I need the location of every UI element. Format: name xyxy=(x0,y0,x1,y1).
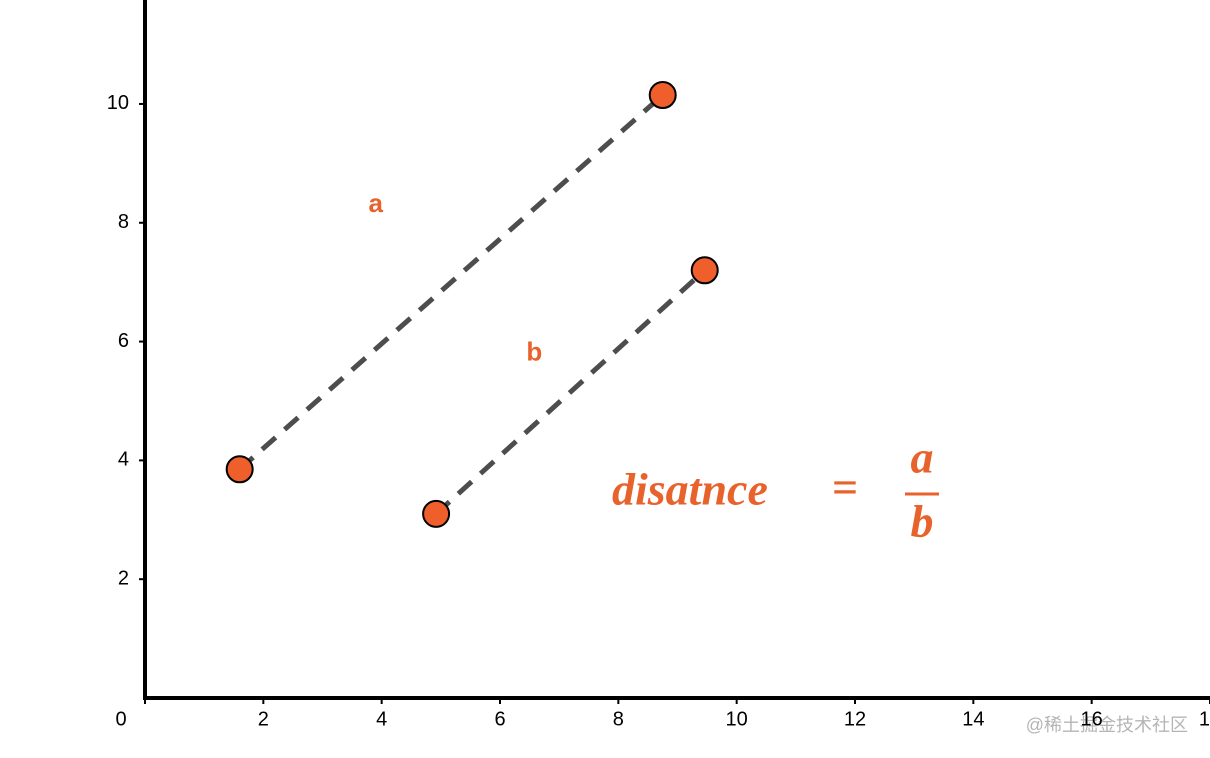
y-tick-label: 6 xyxy=(118,330,129,352)
y-tick-label: 10 xyxy=(107,92,129,114)
x-tick-label: 18 xyxy=(1199,708,1210,730)
segment xyxy=(434,268,707,516)
x-tick-label: 4 xyxy=(376,708,387,730)
point xyxy=(422,499,451,528)
formula-lhs: disatnce xyxy=(612,464,768,515)
x-tick-label: 6 xyxy=(494,708,505,730)
point xyxy=(690,256,719,285)
formula: disatnce = a b xyxy=(612,432,939,547)
formula-denominator: b xyxy=(911,496,934,547)
segment xyxy=(238,93,665,472)
watermark: @稀土掘金技术社区 xyxy=(1026,715,1188,735)
y-tick-label: 2 xyxy=(118,567,129,589)
x-tick-label: 0 xyxy=(115,708,126,730)
formula-equals: = xyxy=(832,462,858,513)
point xyxy=(648,81,677,110)
x-tick-label: 8 xyxy=(613,708,624,730)
annotation: b xyxy=(526,336,542,366)
formula-numerator: a xyxy=(911,432,934,483)
x-tick-label: 14 xyxy=(962,708,984,730)
y-tick-label: 8 xyxy=(118,211,129,233)
x-tick-label: 16 xyxy=(1081,708,1103,730)
x-tick-label: 10 xyxy=(726,708,748,730)
y-tick-label: 4 xyxy=(118,449,129,471)
x-tick-label: 12 xyxy=(844,708,866,730)
point xyxy=(225,455,254,484)
x-tick-label: 2 xyxy=(258,708,269,730)
annotation: a xyxy=(369,188,384,218)
